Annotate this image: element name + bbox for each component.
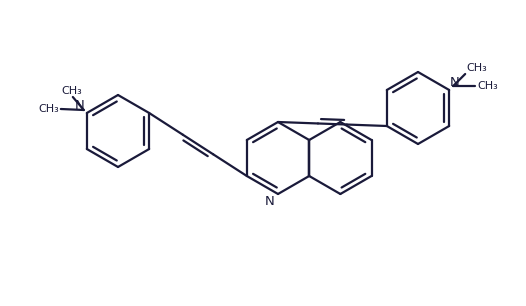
Text: N: N [450, 76, 460, 89]
Text: CH₃: CH₃ [477, 81, 498, 91]
Text: N: N [75, 99, 85, 112]
Text: CH₃: CH₃ [62, 86, 82, 96]
Text: CH₃: CH₃ [38, 104, 59, 114]
Text: CH₃: CH₃ [466, 63, 487, 73]
Text: N: N [265, 195, 275, 208]
